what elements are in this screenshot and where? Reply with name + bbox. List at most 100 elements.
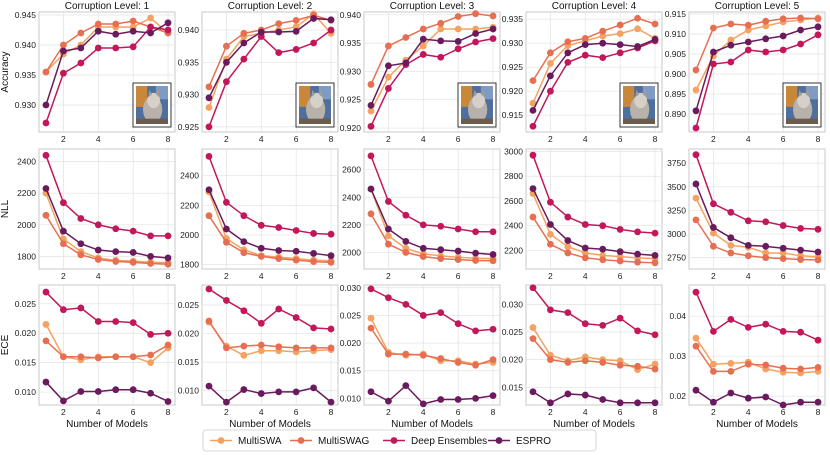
data-point-deep-ensembles [292, 46, 300, 53]
data-point-espro [367, 101, 375, 109]
data-point-deep-ensembles [472, 228, 479, 236]
data-point-deep-ensembles [292, 314, 300, 321]
data-point-multiswag [147, 351, 154, 359]
legend-label-espro: ESPRO [516, 436, 551, 447]
data-point-multiswa [257, 347, 265, 355]
data-point-espro [727, 234, 735, 242]
data-point-deep-ensembles [489, 35, 497, 43]
data-point-multiswag [814, 256, 822, 264]
panel-r0-c4: 2 4 6 8 0.890 0.895 0.900 0.905 0.910 0.915 Corrup… [665, 1, 826, 144]
data-point-multiswa [599, 32, 607, 40]
y-tick-label: 0.025 [178, 300, 200, 310]
x-tick-label: 2 [711, 134, 716, 144]
data-point-multiswa [616, 30, 624, 37]
y-axis-label: NLL [0, 199, 11, 218]
y-tick-label: 1800 [180, 260, 199, 270]
y-tick-label: 0.925 [178, 122, 200, 132]
x-tick-label: 6 [456, 407, 461, 417]
data-point-multiswag [472, 257, 479, 264]
data-point-deep-ensembles [402, 300, 410, 308]
y-tick-label: 0.025 [340, 310, 362, 320]
data-point-espro [599, 396, 607, 403]
x-tick-label: 6 [131, 271, 136, 281]
data-point-espro [147, 252, 154, 260]
x-tick-label: 6 [456, 271, 461, 281]
data-point-multiswag [692, 342, 700, 350]
data-point-multiswag [112, 20, 120, 28]
data-point-espro [94, 246, 102, 254]
data-point-espro [454, 247, 462, 255]
y-tick-label: 2000 [180, 230, 199, 240]
x-axis-label: Number of Models [229, 419, 311, 430]
data-point-multiswag [205, 212, 213, 220]
inset-image-cat-head [147, 92, 161, 109]
x-tick-label: 4 [746, 134, 751, 144]
data-point-deep-ensembles [529, 284, 537, 292]
data-point-multiswa [547, 230, 554, 238]
y-tick-label: 3750 [667, 158, 686, 168]
data-point-espro [112, 30, 120, 38]
data-point-espro [385, 225, 392, 233]
y-tick-label: 0.945 [15, 10, 37, 20]
x-tick-label: 6 [294, 407, 299, 417]
data-point-multiswag [112, 258, 120, 265]
data-point-espro [205, 94, 213, 102]
data-point-espro [240, 39, 248, 47]
data-point-espro [599, 245, 607, 253]
data-point-espro [564, 237, 572, 244]
data-point-deep-ensembles [77, 59, 85, 67]
data-point-multiswag [402, 350, 410, 358]
data-point-multiswa [547, 59, 554, 67]
data-point-espro [223, 225, 230, 233]
data-point-deep-ensembles [205, 285, 213, 293]
data-point-espro [727, 41, 735, 49]
data-point-multiswag [327, 344, 335, 352]
data-point-espro [529, 185, 537, 192]
data-point-multiswa [42, 321, 50, 328]
data-point-multiswag [727, 249, 735, 257]
data-point-espro [275, 247, 283, 254]
data-point-deep-ensembles [581, 320, 589, 328]
data-point-espro [419, 244, 427, 252]
data-point-deep-ensembles [367, 285, 375, 293]
inset-image-cat-ear [635, 89, 639, 98]
data-point-deep-ensembles [42, 119, 50, 127]
data-point-espro [547, 399, 554, 407]
data-point-deep-ensembles [797, 224, 804, 232]
data-point-espro [692, 386, 700, 394]
data-point-espro [257, 28, 265, 36]
data-point-deep-ensembles [472, 38, 479, 46]
data-point-deep-ensembles [257, 221, 265, 229]
data-point-multiswa [147, 359, 154, 367]
inset-image-cat-ear [311, 89, 315, 98]
data-point-multiswag [77, 29, 85, 37]
y-tick-label: 0.025 [15, 299, 37, 309]
data-point-multiswag [744, 21, 752, 29]
x-axis-label: Number of Models [66, 419, 148, 430]
y-tick-label: 0.030 [340, 283, 362, 293]
data-point-espro [692, 180, 700, 188]
x-tick-label: 6 [131, 407, 136, 417]
data-point-espro [581, 391, 589, 399]
data-point-espro [710, 48, 717, 56]
data-point-espro [147, 389, 154, 397]
data-point-espro [547, 221, 554, 228]
data-point-multiswag [616, 257, 624, 265]
plot-area [363, 148, 501, 270]
y-tick-label: 0.935 [502, 14, 524, 24]
data-point-espro [223, 398, 230, 406]
data-point-multiswa [744, 26, 752, 34]
panel-r1-c2: 2 4 6 8 2000 2200 2400 2600 [342, 148, 501, 281]
y-tick-label: 0.030 [502, 299, 524, 309]
data-point-multiswag [454, 256, 462, 264]
data-point-multiswag [367, 81, 375, 88]
y-tick-label: 0.920 [340, 123, 362, 133]
data-point-deep-ensembles [419, 221, 427, 229]
data-point-deep-ensembles [454, 225, 462, 233]
x-tick-label: 6 [618, 271, 623, 281]
y-tick-label: 0.015 [178, 357, 200, 367]
data-point-espro [437, 246, 445, 254]
data-point-espro [77, 388, 85, 395]
data-point-espro [257, 244, 265, 252]
